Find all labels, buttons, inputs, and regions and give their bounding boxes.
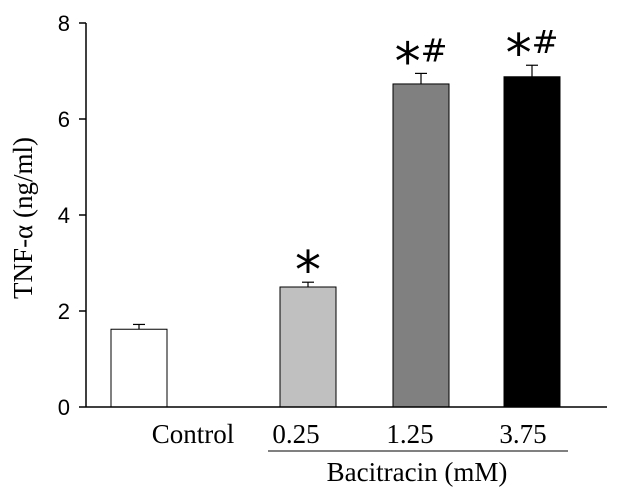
significance-annotation: *# [506,23,559,84]
y-tick-label: 8 [58,11,70,36]
x-tick-label: 0.25 [272,419,319,449]
y-tick-label: 2 [58,299,70,324]
bar-1.25 [392,83,450,408]
x-tick-label: 3.75 [499,419,546,449]
y-tick-label: 6 [58,107,70,132]
bar-0.25 [279,286,337,408]
y-axis: 0 2 4 6 8 [58,11,87,420]
x-tick-label: Control [152,419,235,449]
group-label: Bacitracin (mM) [327,457,508,487]
y-axis-title: TNF-α (ng/ml) [8,137,38,299]
x-axis: Control 0.25 1.25 3.75 [86,406,607,449]
y-tick-label: 4 [58,203,70,228]
significance-annotation: * [295,241,321,301]
significance-annotation: *# [395,31,448,92]
bars: * *# *# [110,23,561,408]
bar-3.75 [503,76,561,408]
x-tick-label: 1.25 [386,419,433,449]
y-tick-label: 0 [58,395,70,420]
bar-Control [110,328,168,408]
